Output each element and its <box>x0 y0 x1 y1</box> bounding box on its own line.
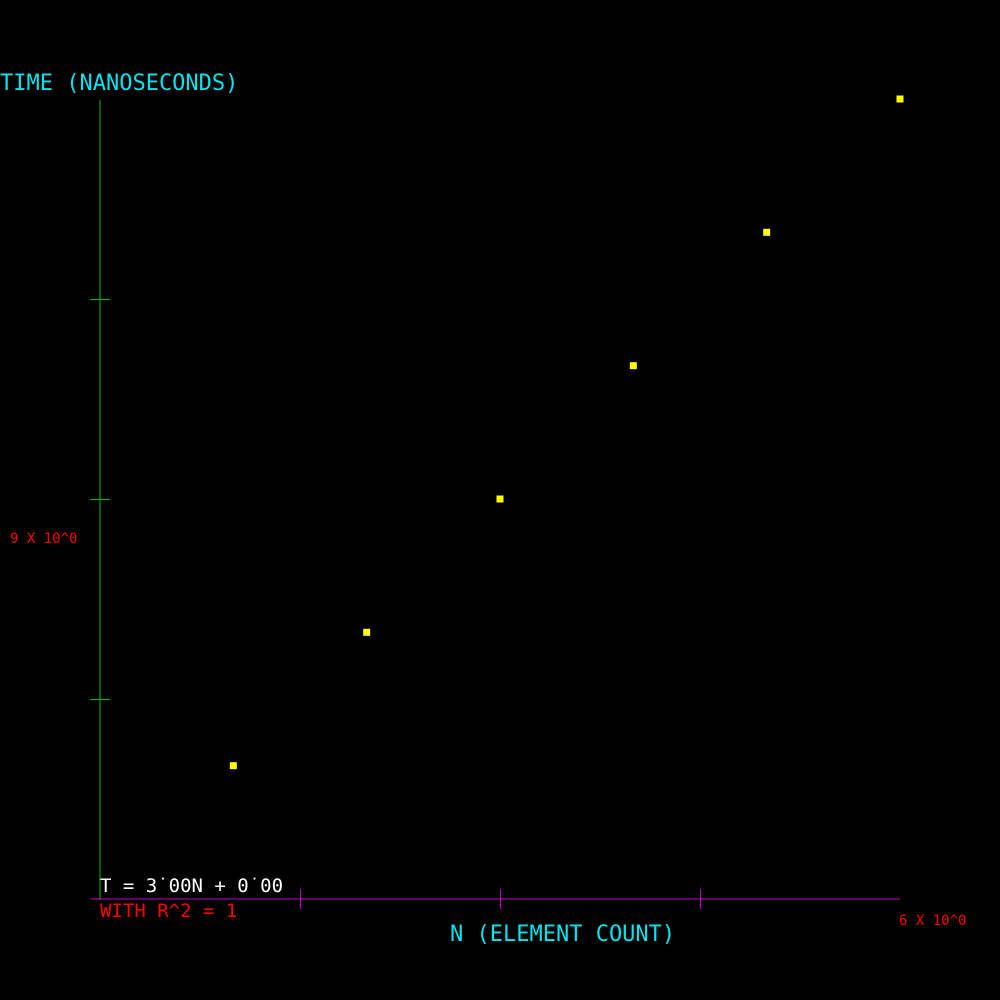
x-ticks <box>300 889 701 909</box>
x-axis-max-label: 6 X 10^0 <box>899 913 967 929</box>
data-point <box>896 95 904 103</box>
y-axis-title: TIME (NANOSECONDS) <box>0 71 239 96</box>
data-point <box>496 495 504 503</box>
y-ticks <box>90 299 110 700</box>
data-point <box>763 228 771 236</box>
y-axis-max-label: 9 X 10^0 <box>10 531 78 547</box>
r-squared-label: WITH R^2 = 1 <box>100 900 238 922</box>
fit-equation: T = 3˙00N + 0˙00 <box>100 875 284 897</box>
x-axis-title: N (ELEMENT COUNT) <box>450 922 676 947</box>
data-point <box>363 628 371 636</box>
data-points <box>229 95 904 770</box>
data-point <box>629 362 637 370</box>
data-point <box>229 762 237 770</box>
